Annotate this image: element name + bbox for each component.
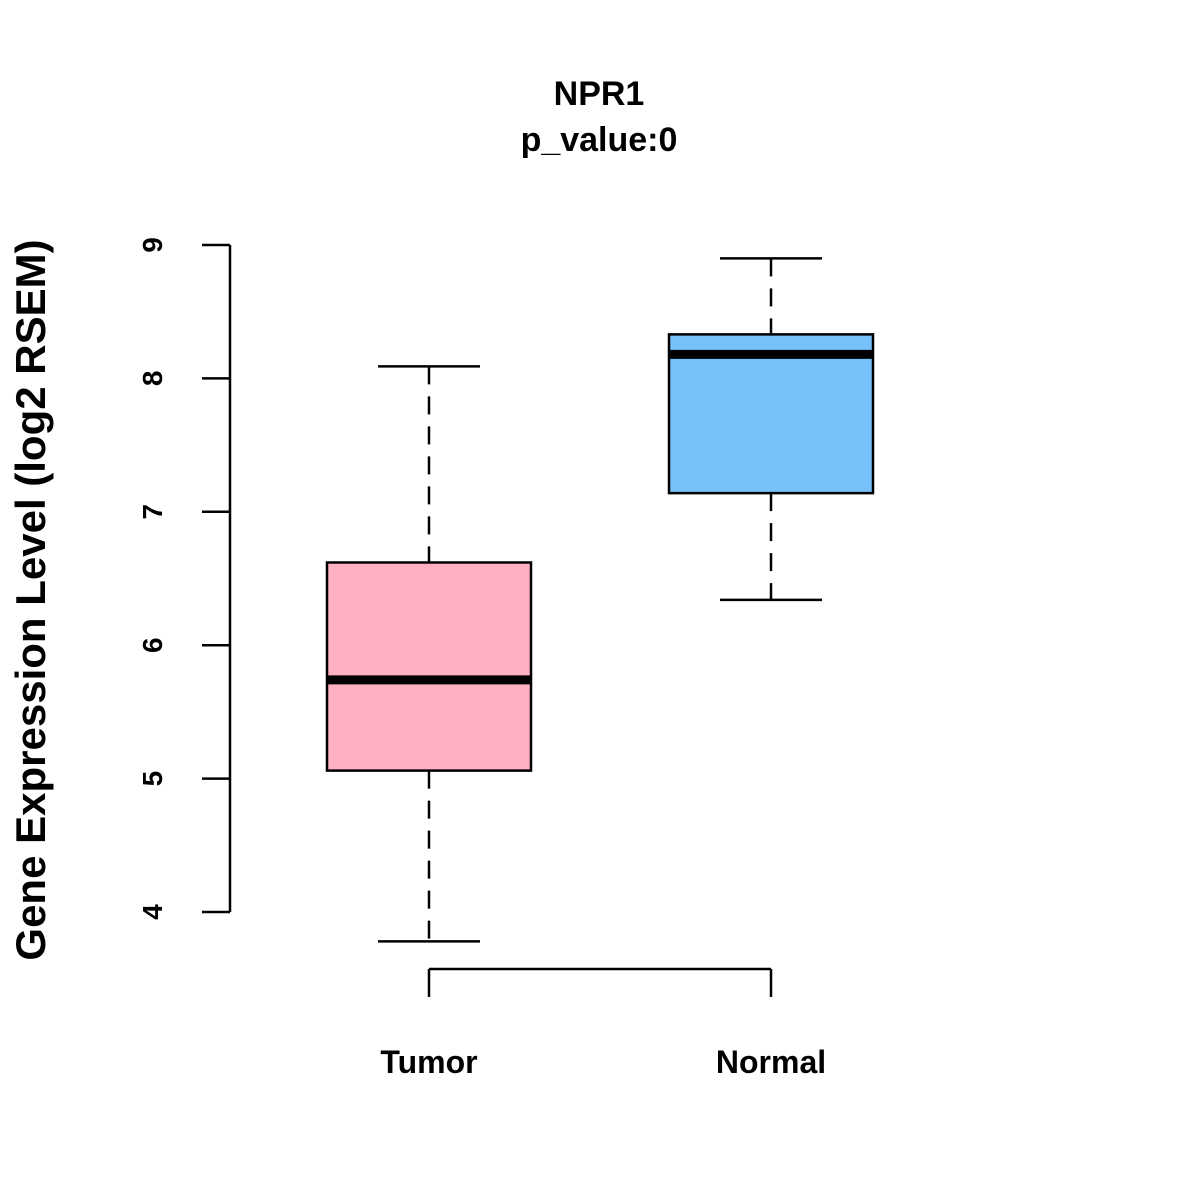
x-tick-label: Normal [716, 1044, 826, 1080]
iqr-box [325, 561, 533, 772]
y-tick-label: 4 [137, 904, 168, 920]
boxes [325, 257, 875, 943]
box-tumor [325, 365, 533, 943]
chart-subtitle: p_value:0 [521, 121, 678, 159]
y-axis-label: Gene Expression Level (log2 RSEM) [7, 239, 54, 960]
y-tick-label: 6 [137, 637, 168, 653]
box-normal [667, 257, 875, 602]
chart-title: NPR1 [554, 75, 645, 113]
y-tick-label: 9 [137, 237, 168, 253]
iqr-box [667, 333, 875, 495]
x-tick-label: Tumor [380, 1044, 477, 1080]
y-tick-label: 5 [137, 771, 168, 787]
y-axis: 4 5 6 7 8 9 [137, 237, 232, 920]
y-tick-label: 8 [137, 371, 168, 387]
x-axis: Tumor Normal [380, 967, 826, 1080]
y-tick-label: 7 [137, 504, 168, 520]
